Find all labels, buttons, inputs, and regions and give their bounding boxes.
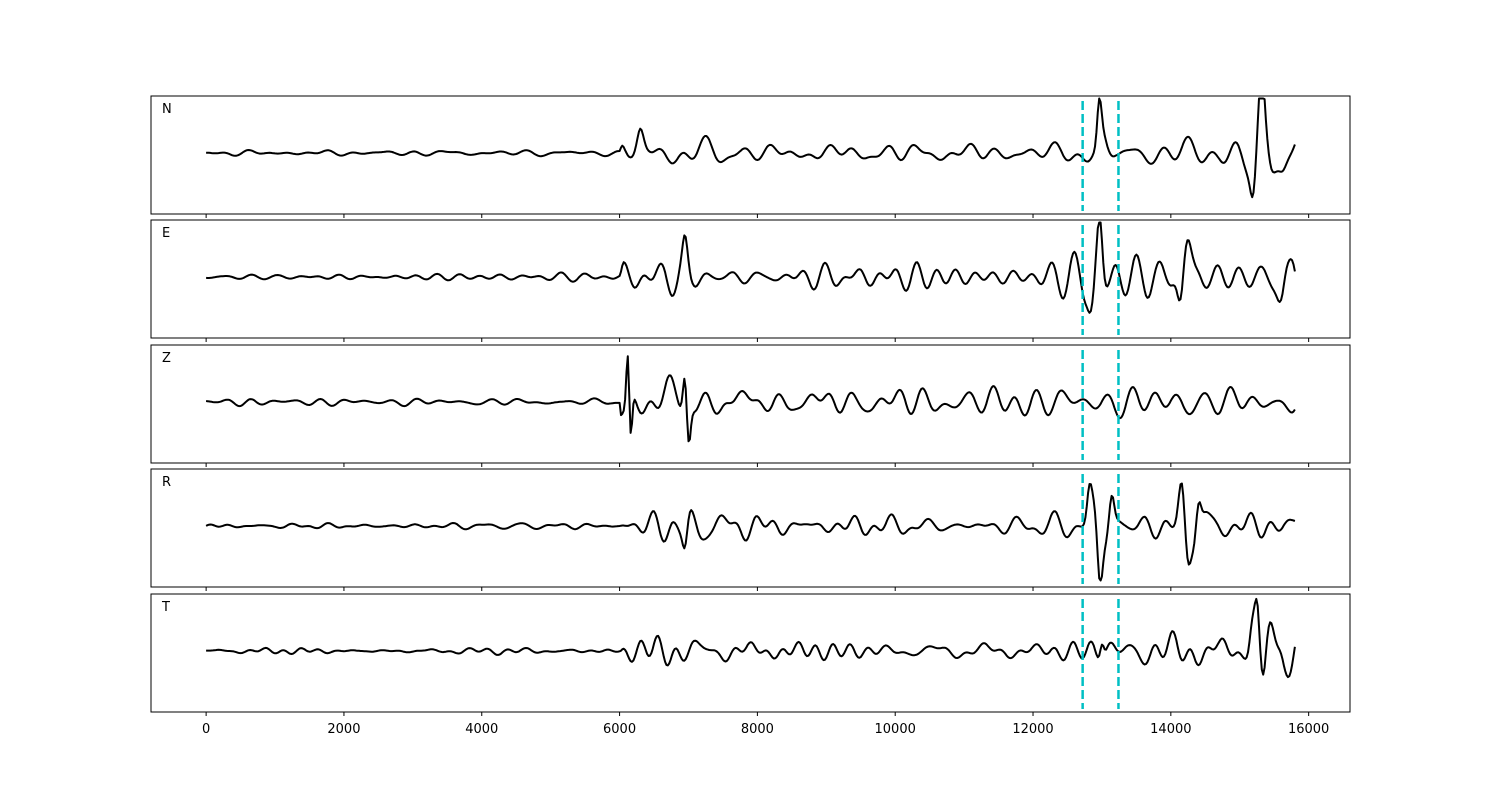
panel-frame: [150, 593, 1351, 713]
x-tick-label: 12000: [1012, 722, 1053, 737]
trace-panels: N E Z R T: [150, 95, 1351, 716]
x-tick-label: 2000: [327, 722, 360, 737]
panel-e: E: [150, 219, 1351, 342]
panel-label: R: [162, 475, 171, 490]
panel-frame: [150, 95, 1351, 215]
waveform-trace-z: [205, 355, 1296, 443]
panel-frame: [150, 219, 1351, 339]
x-tick-label: 6000: [603, 722, 636, 737]
panel-frame: [150, 344, 1351, 464]
panel-label: E: [162, 226, 170, 241]
x-tick-label: 4000: [465, 722, 498, 737]
waveform-trace-r: [205, 482, 1296, 582]
panel-n: N: [150, 95, 1351, 218]
waveform-trace-n: [206, 97, 1296, 199]
panel-label: Z: [162, 351, 171, 366]
panel-z: Z: [150, 344, 1351, 467]
panel-frame: [150, 468, 1351, 588]
panel-r: R: [150, 468, 1351, 591]
x-tick-label: 16000: [1288, 722, 1329, 737]
x-tick-label: 10000: [875, 722, 916, 737]
panel-t: T: [150, 593, 1351, 716]
panel-label: T: [161, 600, 170, 615]
x-tick-label: 14000: [1150, 722, 1191, 737]
x-tick-label: 8000: [741, 722, 774, 737]
waveform-trace-t: [206, 597, 1296, 679]
panel-label: N: [162, 102, 172, 117]
waveform-trace-e: [206, 221, 1296, 314]
x-axis: 0 2000 4000 6000 8000 10000 12000 14000 16000: [202, 722, 1329, 737]
x-tick-label: 0: [202, 722, 210, 737]
